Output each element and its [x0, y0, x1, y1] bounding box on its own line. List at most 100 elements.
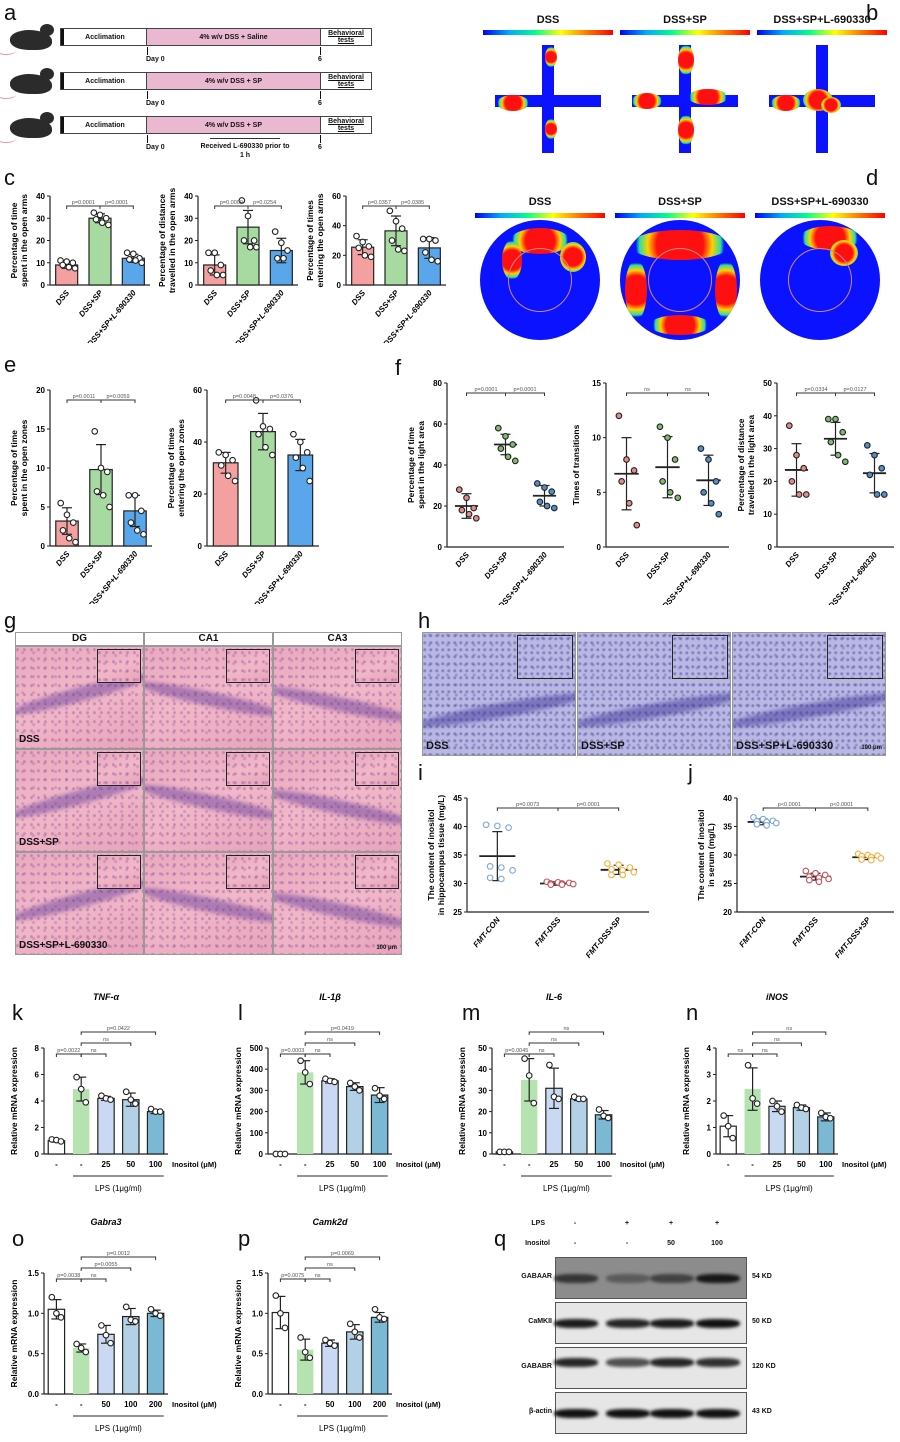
colorbar: [615, 213, 745, 218]
group-label: LPS (1μg/ml): [319, 1424, 366, 1433]
nissl-section: DSS: [422, 632, 576, 756]
y-tick-label: 3: [707, 1071, 712, 1080]
data-point: [90, 209, 98, 217]
data-point: [580, 1095, 587, 1103]
day0-arrow-icon: [147, 91, 148, 99]
significance-bracket: [304, 1053, 331, 1057]
data-point: [266, 425, 274, 433]
y-tick-label: 35: [723, 823, 732, 832]
data-point: [666, 488, 674, 496]
scale-bar: 100 μm: [376, 945, 397, 951]
y-tick-label: 40: [478, 1065, 487, 1074]
x-axis-label: Inositol (μM): [842, 1160, 887, 1169]
data-point: [555, 1095, 562, 1103]
significance-label: p=0.0069: [331, 1251, 354, 1257]
data-point: [280, 254, 287, 262]
y-tick-label: 30: [453, 880, 462, 889]
significance-bracket: [752, 1042, 802, 1046]
y-tick-label: 0: [198, 542, 203, 551]
bar: [321, 1080, 339, 1155]
lps-value: -: [573, 1220, 577, 1227]
y-tick-label: 10: [184, 259, 193, 268]
blot-weight-label: 43 KD: [752, 1408, 772, 1415]
y-tick-label: 4: [35, 1097, 40, 1106]
significance-bracket: [100, 399, 136, 403]
data-point: [219, 271, 227, 279]
data-point: [98, 1322, 105, 1329]
data-point: [376, 1092, 383, 1100]
activity-hotspot: [688, 89, 728, 105]
inositol-value: 50: [667, 1240, 675, 1247]
data-point: [296, 438, 304, 446]
data-point: [425, 235, 433, 243]
blot-protein-label: β-actin: [529, 1408, 552, 1415]
significance-label: p=0.0073: [516, 802, 539, 808]
x-axis-label: Inositol (μM): [396, 1400, 441, 1409]
y-tick-label: 300: [250, 1086, 264, 1095]
timeline-bar: Acclimation 4% w/v DSS + SP Behavioral tes…: [60, 72, 372, 90]
bar: [570, 1098, 588, 1155]
x-tick-label: -: [80, 1400, 83, 1409]
data-point: [509, 867, 516, 874]
cell-layer: [274, 784, 401, 830]
data-point: [299, 464, 307, 472]
chart-j: The content of inositol in serum (mg/L) 20…: [696, 794, 894, 960]
y-tick-label: 1.5: [28, 1269, 40, 1278]
significance-label: ns: [786, 1026, 792, 1032]
significance-label: p=0.0059: [106, 394, 129, 400]
significance-bracket: [304, 1278, 331, 1282]
significance-bracket: [528, 1042, 580, 1046]
heatmap-title: DSS+SP: [658, 196, 702, 208]
data-point: [356, 1087, 363, 1094]
y-tick-label: 20: [332, 251, 341, 260]
significance-label: p=0.0038: [57, 1273, 80, 1279]
lps-value: +: [624, 1220, 630, 1227]
data-point: [355, 244, 363, 252]
acclimation-segment: Acclimation: [61, 117, 147, 133]
x-tick-label: DSS: [454, 550, 472, 569]
x-tick-label: -: [279, 1160, 282, 1169]
data-point: [262, 443, 269, 451]
plot-area: Percentage of times entering the open arm…: [305, 192, 446, 343]
significance-label: ns: [551, 1037, 557, 1043]
he-section: DSS+SP: [15, 749, 144, 852]
data-point: [422, 249, 429, 256]
significance-label: p=0.0075: [281, 1273, 304, 1279]
significance-bracket: [815, 807, 869, 811]
protein-band: [696, 1319, 740, 1328]
significance-bracket: [395, 205, 430, 209]
data-point: [858, 856, 865, 863]
data-point: [284, 247, 291, 254]
x-tick-label: 200: [373, 1400, 387, 1409]
data-point: [877, 855, 885, 862]
y-tick-label: 20: [184, 237, 193, 246]
y-tick-label: 40: [184, 192, 193, 201]
x-tick-label: -: [727, 1160, 730, 1169]
data-point: [832, 415, 839, 423]
row-label: DSS: [19, 734, 40, 745]
data-point: [103, 468, 111, 476]
panel-letter-l: l: [238, 1000, 243, 1025]
y-tick-label: 0.0: [28, 1390, 40, 1399]
data-point: [367, 253, 375, 261]
data-point: [697, 445, 705, 452]
data-point: [127, 1096, 135, 1104]
protein-band: [650, 1358, 694, 1367]
y-tick-label: 6: [35, 1071, 40, 1080]
timeline-row: Acclimation 4% w/v DSS + Saline Behavioral…: [0, 24, 372, 72]
data-point: [371, 1084, 379, 1092]
data-point: [458, 506, 466, 514]
significance-label: p=0.0376: [270, 394, 293, 400]
data-point: [213, 271, 221, 279]
data-point: [351, 1083, 359, 1090]
data-point: [59, 261, 67, 269]
panel-letter-o: o: [12, 1226, 25, 1251]
y-axis-label: Percentage of distance: [157, 194, 167, 287]
data-point: [380, 1315, 388, 1323]
magnified-inset: [226, 855, 270, 889]
bar: [88, 217, 112, 286]
data-point: [122, 1303, 130, 1311]
blot-strip: [554, 1347, 747, 1389]
y-axis-label: spent in the open zones: [19, 419, 29, 516]
significance-label: p<0.0001: [830, 802, 853, 808]
